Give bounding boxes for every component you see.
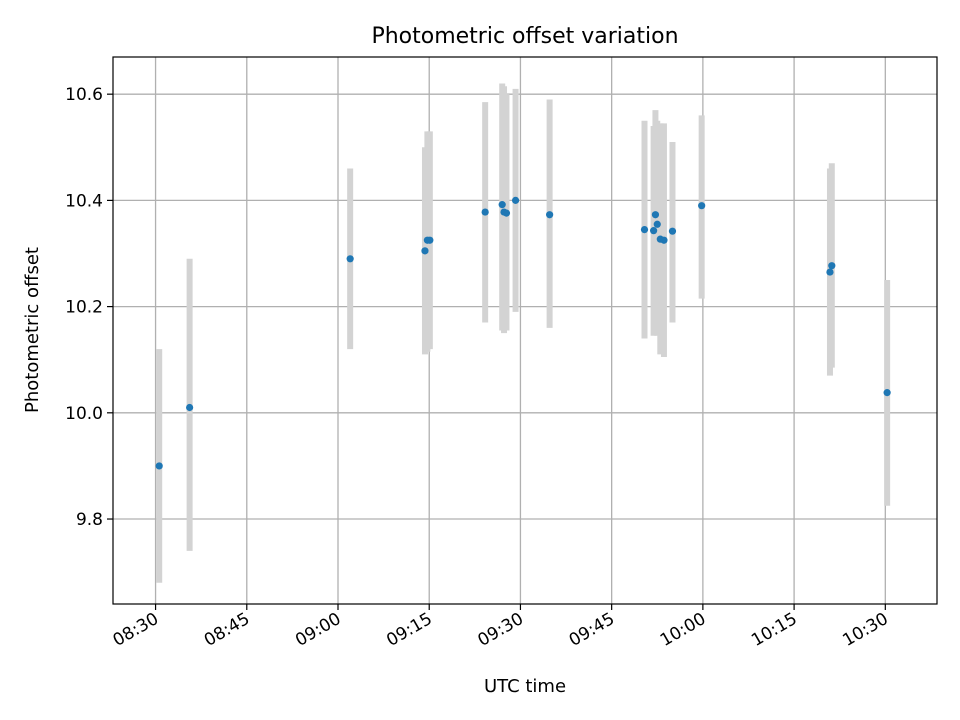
data-point [698, 202, 706, 210]
chart-title: Photometric offset variation [371, 24, 678, 49]
y-tick-label: 9.8 [76, 510, 103, 530]
data-point [186, 403, 194, 412]
x-axis-label: UTC time [484, 676, 566, 697]
y-tick-label: 10.4 [65, 191, 103, 211]
data-point [481, 208, 489, 216]
data-point [828, 262, 836, 270]
data-point [346, 255, 354, 263]
data-point [498, 201, 506, 209]
grid-lines [113, 57, 937, 604]
plot-frame [112, 56, 938, 605]
data-point [883, 389, 891, 397]
data-point [653, 220, 661, 228]
y-tick-label: 10.2 [65, 298, 103, 318]
data-point [511, 196, 520, 204]
data-point [426, 236, 434, 244]
y-axis-ticks: 9.8 10.0 10.2 10.4 10.6 [65, 85, 113, 530]
data-points [155, 196, 891, 470]
data-point [421, 247, 429, 255]
y-axis-label: Photometric offset [22, 247, 43, 413]
y-tick-label: 10.6 [65, 85, 103, 105]
data-point [640, 225, 649, 234]
data-point [650, 227, 658, 235]
data-point [668, 227, 677, 235]
data-point [660, 236, 668, 244]
data-point [502, 209, 511, 217]
y-tick-label: 10.0 [65, 404, 103, 424]
data-point [546, 211, 554, 219]
data-point [651, 211, 660, 219]
data-point [155, 462, 163, 470]
data-point [826, 268, 834, 276]
